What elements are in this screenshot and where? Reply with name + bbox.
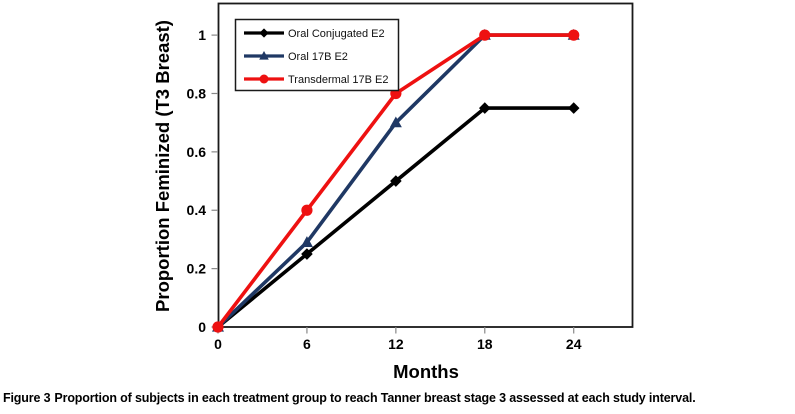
legend-label: Transdermal 17B E2 — [288, 74, 388, 86]
x-tick-label: 12 — [388, 336, 404, 352]
legend-label: Oral 17B E2 — [288, 51, 348, 63]
circle-marker — [301, 204, 313, 216]
diamond-marker — [478, 102, 491, 114]
tick-layer: 0 6 12 18 24 0 0.2 0.4 0.6 0.8 1 — [187, 27, 582, 352]
x-axis-title: Months — [393, 361, 459, 382]
x-tick-label: 18 — [477, 336, 493, 352]
legend: Oral Conjugated E2 Oral 17B E2 Transdermal… — [234, 18, 400, 92]
x-tick-label: 6 — [303, 336, 311, 352]
circle-marker — [479, 29, 491, 41]
triangle-marker — [300, 236, 313, 247]
y-tick-label: 0.2 — [187, 261, 207, 277]
y-tick-label: 0 — [198, 319, 206, 335]
diamond-marker — [390, 175, 402, 187]
diamond-marker — [259, 28, 269, 38]
diamond-marker — [567, 102, 580, 114]
series-layer — [212, 28, 580, 333]
caption-body: Proportion of subjects in each treatment… — [54, 391, 696, 405]
legend-label: Oral Conjugated E2 — [288, 28, 385, 40]
figure-caption: Figure 3 Proportion of subjects in each t… — [3, 391, 793, 405]
legend-item-oral-17b-e2: Oral 17B E2 — [244, 51, 348, 63]
x-tick-label: 0 — [214, 336, 222, 352]
y-tick-label: 0.4 — [187, 202, 207, 218]
diamond-marker — [301, 248, 313, 260]
legend-item-oral-conjugated-e2: Oral Conjugated E2 — [244, 28, 385, 40]
y-axis-title: Proportion Feminized (T3 Breast) — [152, 20, 173, 312]
y-tick-label: 0.8 — [187, 85, 207, 101]
y-tick-label: 0.6 — [187, 144, 207, 160]
legend-item-transdermal-17b-e2: Transdermal 17B E2 — [244, 74, 388, 86]
caption-label: Figure 3 — [3, 391, 51, 405]
circle-marker — [212, 321, 224, 333]
x-tick-label: 24 — [566, 336, 582, 352]
circle-marker — [568, 29, 580, 41]
chart: 0 6 12 18 24 0 0.2 0.4 0.6 0.8 1 Proportion Femini… — [152, 2, 634, 382]
triangle-marker — [389, 116, 402, 128]
y-tick-label: 1 — [198, 27, 206, 43]
circle-marker — [259, 74, 269, 84]
triangle-marker — [259, 51, 269, 60]
